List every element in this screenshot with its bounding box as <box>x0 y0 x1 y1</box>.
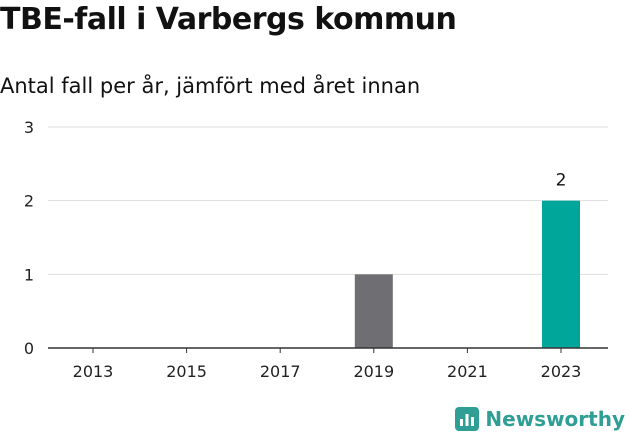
y-tick-label-2: 2 <box>24 192 34 211</box>
chart-subtitle: Antal fall per år, jämfört med året inna… <box>0 74 421 98</box>
y-tick-label-3: 3 <box>24 118 34 137</box>
x-tick-label-2015: 2015 <box>166 362 207 381</box>
bar-2023 <box>542 200 580 348</box>
x-tick-label-2017: 2017 <box>260 362 301 381</box>
chart-title: TBE-fall i Varbergs kommun <box>0 2 457 37</box>
x-tick-label-2023: 2023 <box>541 362 582 381</box>
y-tick-label-1: 1 <box>24 265 34 284</box>
brand-name: Newsworthy <box>485 407 625 431</box>
bar-2019 <box>354 274 393 348</box>
data-label-2023: 2 <box>556 171 567 191</box>
newsworthy-logo: Newsworthy <box>455 407 625 431</box>
bar-chart-logo-icon <box>455 407 480 431</box>
x-tick-label-2019: 2019 <box>353 362 394 381</box>
y-tick-label-0: 0 <box>24 339 34 358</box>
x-tick-label-2021: 2021 <box>447 362 488 381</box>
x-tick-label-2013: 2013 <box>73 362 114 381</box>
bar-chart: 0 1 2 3 2013 2015 2017 2019 2021 2023 2 <box>24 118 608 381</box>
